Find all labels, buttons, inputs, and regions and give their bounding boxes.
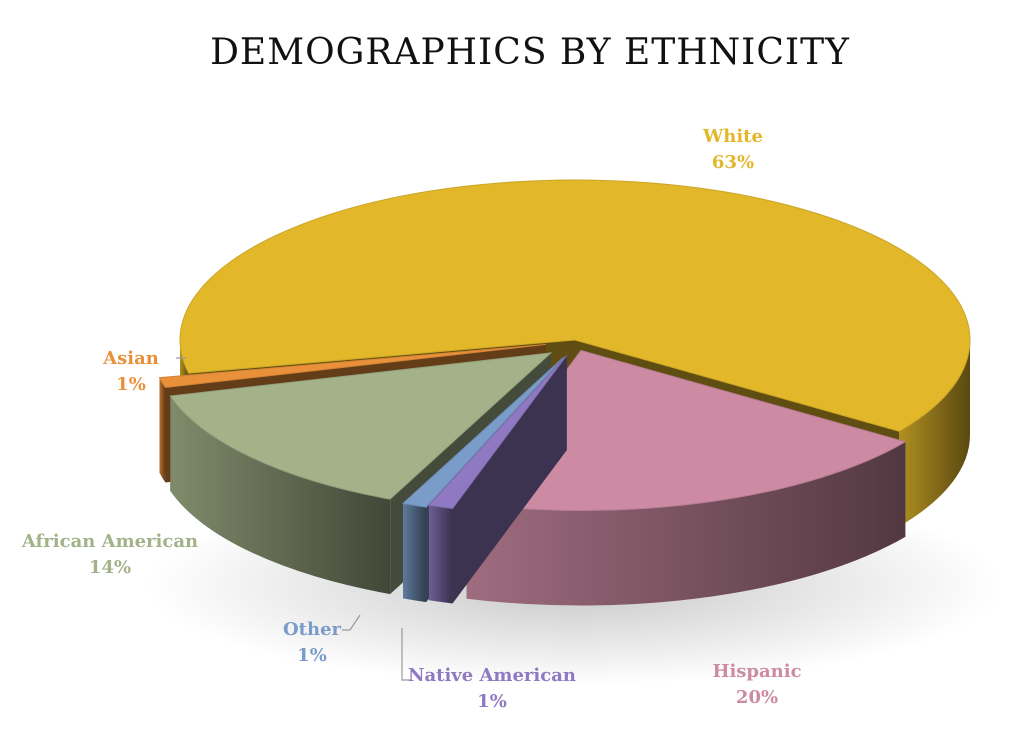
data-label-african-american-name: African American: [21, 531, 198, 552]
chart-title: DEMOGRAPHICS BY ETHNICITY: [210, 32, 850, 73]
slice-top: [169, 352, 553, 500]
slice-rim: [466, 441, 906, 606]
data-label-white-value: 63%: [712, 152, 754, 173]
slice-top: [401, 356, 565, 508]
slice-rim: [403, 503, 426, 603]
slice-rim: [899, 340, 970, 527]
leader-line-other: [342, 614, 361, 631]
data-label-asian-value: 1%: [116, 374, 146, 395]
data-label-other-value: 1%: [297, 645, 327, 666]
slice-top: [428, 354, 568, 509]
slice-rim: [170, 395, 391, 595]
leader-line-native-american: [401, 628, 412, 681]
slice-rim: [429, 505, 453, 604]
slice-top: [465, 349, 907, 512]
slice-rim: [159, 377, 166, 483]
data-label-hispanic-name: Hispanic: [712, 661, 801, 682]
data-label-native-american-value: 1%: [477, 691, 507, 712]
data-label-white-name: White: [702, 126, 763, 147]
slice-top: [179, 179, 971, 432]
data-label-other-name: Other: [283, 619, 342, 640]
data-label-african-american-value: 14%: [89, 557, 131, 578]
data-label-asian-name: Asian: [102, 348, 159, 369]
slice-wall: [429, 355, 567, 601]
data-label-hispanic-value: 20%: [736, 687, 778, 708]
slice-top: [158, 343, 546, 388]
slice-native-american: [428, 354, 568, 604]
data-label-native-american-name: Native American: [408, 665, 576, 686]
